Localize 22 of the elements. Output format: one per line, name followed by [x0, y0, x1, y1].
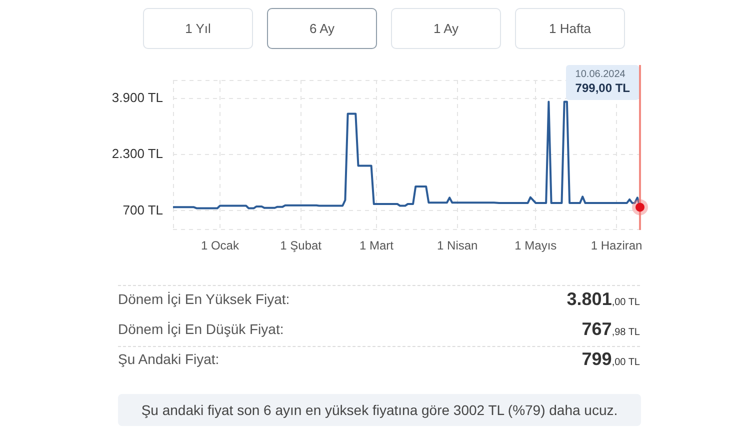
text: 767,98 TL: [582, 318, 640, 338]
x-tick-label: 1 Şubat: [280, 238, 322, 253]
text: Dönem İçi En Yüksek Fiyat:: [118, 291, 290, 307]
period-button: 1 Ay: [391, 8, 501, 49]
x-tick-label: 1 Ocak: [200, 238, 240, 253]
period-button: 6 Ay: [267, 8, 377, 49]
info-box: Şu andaki fiyat son 6 ayın en yüksek fiyatına göre 3002 TL (%79) daha ucuz.: [118, 394, 641, 426]
y-tick-label: 700 TL: [122, 202, 163, 218]
text: 3.801,00 TL: [566, 288, 640, 308]
annotation: 799,00 TL: [575, 81, 630, 96]
text: Dönem İçi En Düşük Fiyat:: [118, 321, 284, 337]
text: Şu Andaki Fiyat:: [118, 351, 220, 367]
x-tick-label: 1 Mayıs: [514, 238, 557, 253]
x-tick-label: 1 Mart: [359, 238, 394, 253]
y-tick-label: 2.300 TL: [112, 146, 163, 162]
x-tick-label: 1 Nisan: [437, 238, 478, 253]
text: 799,00 TL: [582, 348, 640, 368]
y-tick-label: 3.900 TL: [112, 90, 163, 105]
x-tick-label: 1 Haziran: [590, 238, 642, 253]
tooltip-box: 10.06.2024 799,00 TL: [566, 65, 639, 100]
period-button: 1 Yıl: [143, 8, 253, 49]
period-button: 1 Hafta: [515, 8, 625, 49]
